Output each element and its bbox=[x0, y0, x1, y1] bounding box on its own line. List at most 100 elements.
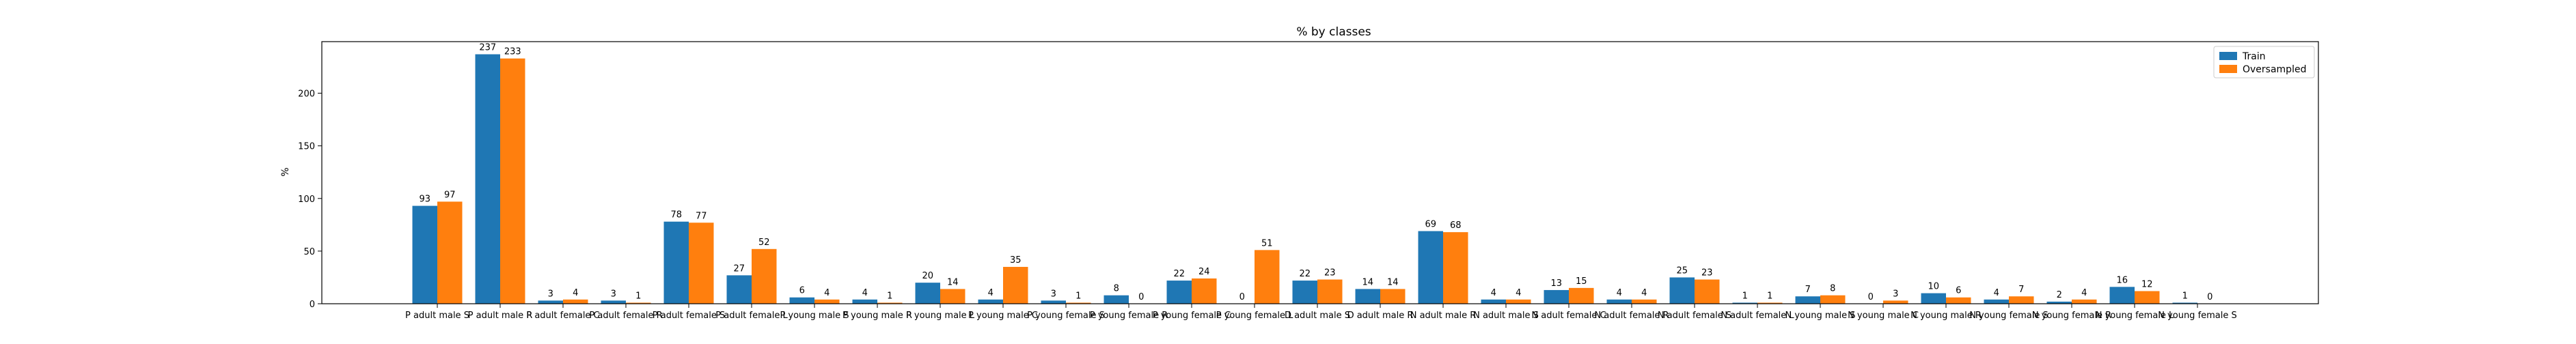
bar-oversampled-6 bbox=[814, 299, 840, 304]
bar-value-label: 12 bbox=[2141, 279, 2153, 289]
bar-value-label: 35 bbox=[1010, 255, 1022, 266]
legend-entry-label: Train bbox=[2242, 51, 2266, 62]
bar-oversampled-20 bbox=[1695, 279, 1720, 304]
bar-value-label: 4 bbox=[1641, 288, 1647, 298]
bar-oversampled-26 bbox=[2072, 299, 2097, 304]
bar-oversampled-16 bbox=[1443, 232, 1468, 304]
bar-train-6 bbox=[789, 297, 814, 304]
x-tick-label: P young female R bbox=[1090, 311, 1168, 321]
bar-train-5 bbox=[726, 275, 752, 304]
bar-value-label: 1 bbox=[887, 291, 892, 301]
bar-oversampled-27 bbox=[2135, 291, 2160, 304]
bar-train-24 bbox=[1921, 293, 1946, 304]
bar-oversampled-14 bbox=[1317, 279, 1343, 304]
bar-value-label: 4 bbox=[2081, 288, 2087, 298]
bar-value-label: 16 bbox=[2116, 275, 2128, 285]
bar-train-4 bbox=[663, 221, 689, 304]
bar-value-label: 4 bbox=[573, 288, 578, 298]
bar-value-label: 69 bbox=[1425, 220, 1436, 230]
bar-train-17 bbox=[1481, 299, 1506, 304]
bar-oversampled-17 bbox=[1506, 299, 1531, 304]
y-tick-label: 0 bbox=[310, 300, 315, 310]
bar-value-label: 77 bbox=[696, 211, 707, 221]
bar-train-8 bbox=[915, 283, 940, 304]
chart-title: % by classes bbox=[1296, 25, 1371, 39]
bar-value-label: 24 bbox=[1198, 267, 1210, 277]
bar-value-label: 4 bbox=[862, 288, 868, 298]
bar-value-label: 20 bbox=[922, 271, 933, 281]
x-tick-label: N young female S bbox=[1969, 311, 2049, 321]
bar-oversampled-21 bbox=[1757, 302, 1783, 304]
bar-value-label: 52 bbox=[758, 238, 770, 248]
bar-oversampled-4 bbox=[689, 223, 714, 304]
bar-value-label: 78 bbox=[670, 210, 682, 220]
bar-value-label: 233 bbox=[504, 47, 521, 57]
x-tick-label: N adult female S bbox=[1658, 311, 1731, 321]
bar-value-label: 22 bbox=[1173, 269, 1185, 279]
x-tick-label: P young male C bbox=[968, 311, 1038, 321]
bar-value-label: 1 bbox=[1767, 291, 1772, 301]
x-tick-label: N young male S bbox=[1785, 311, 1856, 321]
bar-train-26 bbox=[2046, 301, 2072, 304]
x-tick-label: N adult male R bbox=[1410, 311, 1477, 321]
bar-oversampled-22 bbox=[1820, 295, 1846, 304]
bar-train-20 bbox=[1669, 277, 1695, 304]
legend-entry-label: Oversampled bbox=[2243, 64, 2306, 75]
bar-train-3 bbox=[601, 300, 626, 304]
bar-oversampled-15 bbox=[1380, 289, 1406, 304]
x-tick-label: N adult female L bbox=[1721, 311, 1794, 321]
bar-value-label: 8 bbox=[1830, 284, 1835, 294]
bar-value-label: 7 bbox=[1805, 285, 1811, 295]
y-tick-label: 200 bbox=[298, 89, 315, 100]
bar-value-label: 3 bbox=[1051, 289, 1056, 299]
bar-value-label: 13 bbox=[1550, 278, 1562, 289]
bar-oversampled-18 bbox=[1569, 287, 1594, 304]
bar-value-label: 6 bbox=[799, 286, 805, 296]
bar-value-label: 14 bbox=[947, 277, 959, 287]
bar-oversampled-1 bbox=[500, 58, 525, 304]
bar-value-label: 4 bbox=[1491, 288, 1496, 298]
bar-value-label: 0 bbox=[1868, 292, 1874, 302]
bar-train-25 bbox=[1984, 299, 2009, 304]
x-tick-label: N young female L bbox=[2096, 311, 2174, 321]
legend-frame bbox=[2213, 46, 2315, 78]
x-tick-label: D adult male S bbox=[1285, 311, 1350, 321]
bar-oversampled-0 bbox=[437, 201, 463, 304]
bar-value-label: 23 bbox=[1701, 268, 1713, 278]
bar-value-label: 14 bbox=[1387, 277, 1399, 287]
x-tick-label: P young male L bbox=[906, 311, 975, 321]
x-tick-label: P young male R bbox=[842, 311, 912, 321]
bar-train-1 bbox=[475, 54, 500, 304]
bar-value-label: 3 bbox=[611, 289, 616, 299]
bar-value-label: 14 bbox=[1362, 277, 1373, 287]
bar-oversampled-9 bbox=[1003, 267, 1028, 304]
x-tick-label: P adult female R bbox=[589, 311, 662, 321]
bar-value-label: 4 bbox=[1617, 288, 1622, 298]
x-tick-label: N young male C bbox=[1848, 311, 1919, 321]
x-tick-label: P adult female C bbox=[526, 311, 599, 321]
bar-oversampled-8 bbox=[940, 289, 965, 304]
bar-value-label: 4 bbox=[824, 288, 830, 298]
x-tick-label: P young female C bbox=[1153, 311, 1231, 321]
bar-train-11 bbox=[1104, 295, 1129, 304]
bar-value-label: 10 bbox=[1928, 282, 1939, 292]
bar-train-15 bbox=[1355, 289, 1380, 304]
bar-value-label: 4 bbox=[1516, 288, 1521, 298]
x-tick-label: N adult male S bbox=[1473, 311, 1539, 321]
y-tick-label: 50 bbox=[303, 247, 315, 257]
y-tick-label: 100 bbox=[298, 195, 315, 205]
bar-train-19 bbox=[1606, 299, 1632, 304]
bar-value-label: 6 bbox=[1956, 286, 1961, 296]
bar-oversampled-10 bbox=[1066, 302, 1091, 304]
x-tick-label: P adult female S bbox=[653, 311, 725, 321]
bar-value-label: 15 bbox=[1576, 276, 1587, 287]
bar-oversampled-7 bbox=[877, 302, 903, 304]
bar-value-label: 25 bbox=[1676, 266, 1688, 276]
bar-value-label: 0 bbox=[1138, 292, 1144, 302]
x-tick-label: P adult male S bbox=[405, 311, 469, 321]
bar-value-label: 7 bbox=[2018, 285, 2024, 295]
bar-value-label: 1 bbox=[2182, 291, 2188, 301]
bar-oversampled-13 bbox=[1255, 250, 1280, 304]
bar-value-label: 97 bbox=[444, 190, 456, 200]
x-tick-label: P adult male R bbox=[468, 311, 533, 321]
